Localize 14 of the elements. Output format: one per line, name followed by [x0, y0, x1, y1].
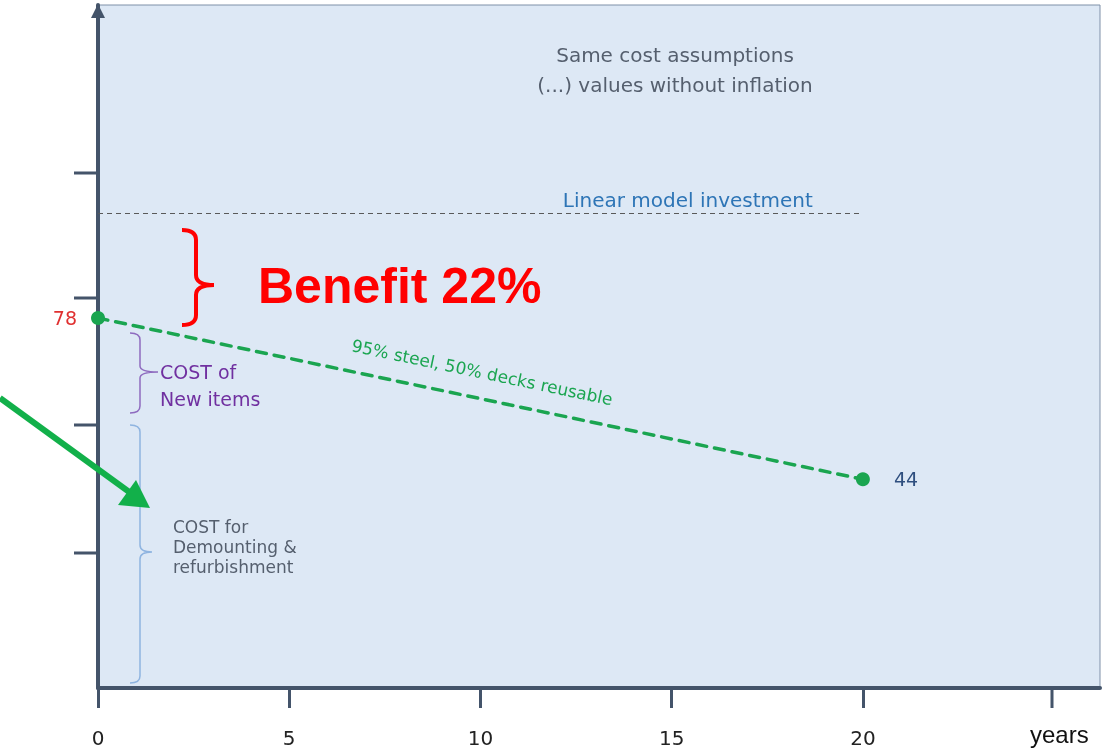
- x-tick-label: 20: [850, 726, 876, 750]
- data-label: 78: [52, 307, 77, 330]
- annotation: COST for Demounting & refurbishment: [173, 517, 297, 577]
- annotation: Same cost assumptions (...) values without inflation: [537, 43, 813, 97]
- ref-line-label: Linear model investment: [562, 187, 814, 212]
- x-tick-label: 10: [467, 726, 494, 750]
- annotation: Benefit 22%: [258, 258, 542, 314]
- x-axis-title: years: [1030, 720, 1089, 748]
- annotation: 95% steel, 50% decks reusable: [349, 335, 615, 410]
- x-tick-label: 5: [282, 726, 296, 750]
- x-tick-label: 15: [658, 726, 685, 750]
- x-tick-label: 0: [91, 726, 105, 750]
- annotation: COST of New items: [160, 360, 261, 410]
- data-label: 44: [893, 468, 919, 491]
